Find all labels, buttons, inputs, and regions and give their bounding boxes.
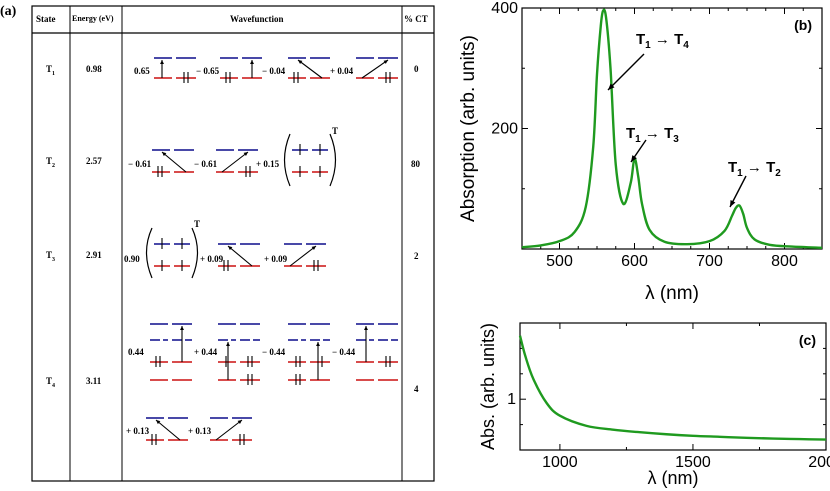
x-axis-label: λ (nm) bbox=[645, 283, 699, 304]
y-tick-label: 1 bbox=[507, 391, 516, 408]
excitation-arrow bbox=[361, 59, 389, 79]
plot-frame bbox=[519, 322, 827, 451]
energy-t3: 2.91 bbox=[86, 250, 102, 260]
ct-t1: 0 bbox=[414, 64, 419, 74]
coeff: + 0.09 bbox=[264, 254, 288, 264]
annotation-arrow bbox=[607, 53, 645, 91]
spectrum-line bbox=[521, 8, 823, 249]
panel-label: (c) bbox=[799, 332, 816, 348]
x-tick-label: 500 bbox=[546, 253, 573, 270]
annotation-arrow-head bbox=[730, 200, 736, 207]
coeff: 0.44 bbox=[128, 347, 144, 357]
excitation-arrow bbox=[227, 245, 253, 267]
ct-t3: 2 bbox=[414, 251, 419, 261]
superscript-t: T bbox=[332, 126, 339, 136]
header-wavefunction: Wavefunction bbox=[230, 14, 284, 24]
y-axis-label: Absorption (arb. units) bbox=[458, 35, 479, 222]
arrow-head bbox=[298, 60, 303, 64]
coeff: 0.90 bbox=[124, 254, 140, 264]
excitation-arrow bbox=[155, 419, 181, 441]
arrow-head bbox=[250, 60, 254, 65]
coeff: − 0.61 bbox=[128, 159, 152, 169]
absorption-spectrum-chart: 500 600 700 800 200 400 λ (nm) Absorption (arb.… bbox=[458, 0, 823, 304]
arrow-head bbox=[156, 420, 161, 425]
energy-t2: 2.57 bbox=[86, 156, 102, 166]
bracket bbox=[329, 133, 337, 187]
x-tick-label: 800 bbox=[771, 253, 798, 270]
arrow-head bbox=[311, 246, 316, 251]
excitation-arrow bbox=[215, 419, 243, 441]
state-t2: T2 bbox=[46, 156, 56, 169]
panel-label: (b) bbox=[794, 17, 812, 33]
nir-absorption-chart: 1000 1500 2000 1 λ (nm) Abs. (arb. units) (c) bbox=[478, 322, 830, 488]
excitation-arrow bbox=[221, 151, 249, 173]
ct-t2: 80 bbox=[411, 159, 420, 169]
arrow-head bbox=[228, 246, 233, 251]
coeff: − 0.61 bbox=[194, 159, 218, 169]
arrow-head bbox=[160, 60, 164, 65]
arrow-head bbox=[243, 152, 248, 157]
header-state: State bbox=[36, 14, 56, 24]
x-tick-label: 1000 bbox=[542, 454, 578, 471]
state-t4: T4 bbox=[46, 376, 56, 389]
header-energy: Energy (eV) bbox=[72, 14, 114, 23]
annotation-arrow-head bbox=[631, 155, 637, 162]
arrow-head bbox=[364, 326, 368, 331]
transition-label: T1 → T4 bbox=[636, 31, 689, 51]
coeff: + 0.09 bbox=[200, 254, 224, 264]
coeff: + 0.44 bbox=[194, 347, 218, 357]
coeff: + 0.15 bbox=[256, 159, 280, 169]
wavefunction-table bbox=[31, 5, 435, 482]
arrow-head bbox=[180, 326, 184, 331]
transition-label: T1 → T3 bbox=[626, 125, 679, 145]
header-ct: % CT bbox=[404, 14, 428, 24]
x-tick-label: 700 bbox=[696, 253, 723, 270]
bracket bbox=[283, 133, 291, 187]
excitation-arrow bbox=[297, 59, 323, 79]
coeff: + 0.13 bbox=[126, 426, 150, 436]
arrow-head bbox=[237, 420, 242, 425]
arrow-head bbox=[226, 342, 230, 347]
state-t3: T3 bbox=[46, 250, 56, 263]
annotation-arrow-head bbox=[608, 83, 615, 90]
excitation-arrow bbox=[289, 245, 317, 267]
x-tick-label: 1500 bbox=[675, 454, 711, 471]
y-axis-label: Abs. (arb. units) bbox=[478, 323, 498, 450]
panel-a-label: (a) bbox=[0, 4, 17, 19]
x-axis-label: λ (nm) bbox=[648, 468, 699, 488]
bracket bbox=[191, 227, 199, 279]
coeff: − 0.44 bbox=[262, 347, 286, 357]
x-tick-label: 2000 bbox=[808, 454, 830, 471]
state-t1: T1 bbox=[46, 64, 56, 77]
coeff: + 0.04 bbox=[330, 66, 354, 76]
ct-t4: 4 bbox=[414, 384, 419, 394]
coeff: − 0.65 bbox=[196, 66, 220, 76]
excitation-arrow bbox=[161, 151, 187, 173]
arrow-head bbox=[316, 342, 320, 347]
y-tick-label: 400 bbox=[491, 0, 518, 17]
energy-t1: 0.98 bbox=[86, 64, 102, 74]
y-tick-label: 200 bbox=[491, 121, 518, 138]
energy-t4: 3.11 bbox=[86, 376, 102, 386]
arrow-head bbox=[383, 60, 388, 64]
coeff: 0.65 bbox=[134, 66, 150, 76]
superscript-t: T bbox=[194, 219, 201, 229]
coeff: − 0.44 bbox=[332, 347, 356, 357]
transition-label: T1 → T2 bbox=[728, 159, 781, 179]
coeff: − 0.04 bbox=[262, 66, 286, 76]
x-tick-label: 600 bbox=[621, 253, 648, 270]
bracket bbox=[145, 227, 153, 279]
coeff: + 0.13 bbox=[188, 426, 212, 436]
spectrum-line bbox=[518, 335, 827, 441]
arrow-head bbox=[162, 152, 167, 157]
